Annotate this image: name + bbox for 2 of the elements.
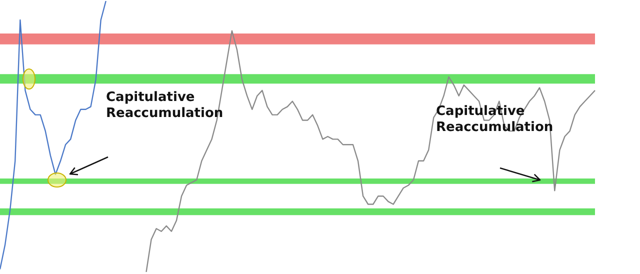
- annotation: Capitulative Reaccumulation: [436, 104, 554, 136]
- annotation: Capitulative Reaccumulation: [106, 90, 224, 122]
